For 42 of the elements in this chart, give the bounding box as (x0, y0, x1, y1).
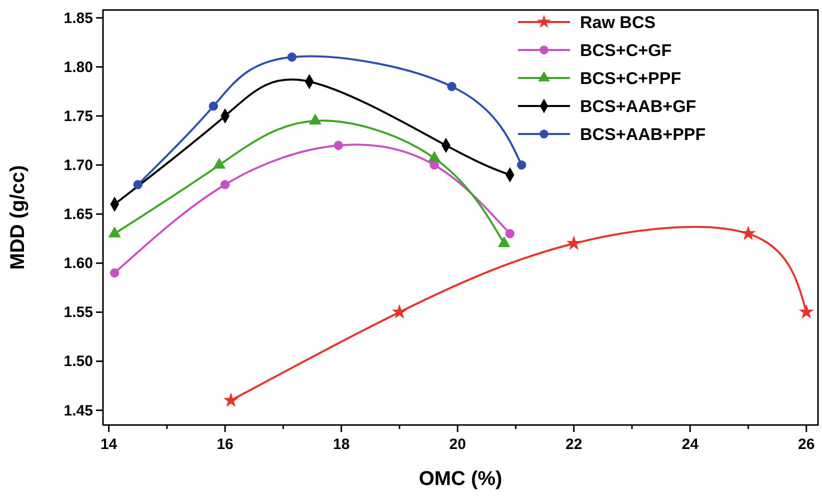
point (213, 158, 226, 169)
legend-label: Raw BCS (580, 13, 656, 32)
x-tick-label: 24 (682, 436, 700, 453)
legend-label: BCS+C+GF (580, 41, 672, 60)
point (220, 180, 230, 190)
point (799, 304, 814, 318)
point (309, 114, 322, 125)
x-tick-label: 26 (798, 436, 815, 453)
point (224, 392, 238, 407)
y-tick-label: 1.65 (64, 206, 93, 224)
legend-label: BCS+C+PPF (580, 69, 682, 88)
y-tick-label: 1.55 (64, 304, 93, 322)
point (287, 52, 297, 62)
point (505, 229, 515, 238)
y-tick-label: 1.50 (64, 353, 93, 370)
x-tick-label: 18 (332, 436, 350, 453)
point (447, 82, 456, 92)
point (392, 304, 407, 318)
point (566, 236, 582, 250)
x-axis-title: OMC (%) (418, 468, 502, 490)
point (516, 160, 526, 170)
point (498, 236, 510, 248)
legend-label: BCS+AAB+PPF (580, 125, 706, 144)
x-tick-label: 20 (449, 436, 466, 453)
y-tick-label: 1.85 (64, 10, 93, 27)
y-tick-label: 1.80 (64, 58, 93, 76)
x-tick-label: 22 (566, 436, 582, 453)
y-tick-label: 1.70 (64, 157, 93, 174)
point (428, 151, 440, 162)
y-axis-title: MDD (g/cc) (7, 165, 29, 270)
legend-label: BCS+AAB+GF (580, 97, 696, 116)
point (110, 268, 120, 278)
x-tick-label: 14 (100, 436, 118, 453)
point (208, 102, 218, 111)
y-tick-label: 1.45 (64, 402, 93, 420)
point (334, 140, 344, 150)
y-tick-label: 1.75 (64, 108, 93, 125)
point (741, 226, 756, 240)
x-tick-label: 16 (216, 436, 234, 453)
y-tick-label: 1.60 (64, 255, 93, 272)
point (108, 226, 121, 238)
point (133, 180, 142, 190)
